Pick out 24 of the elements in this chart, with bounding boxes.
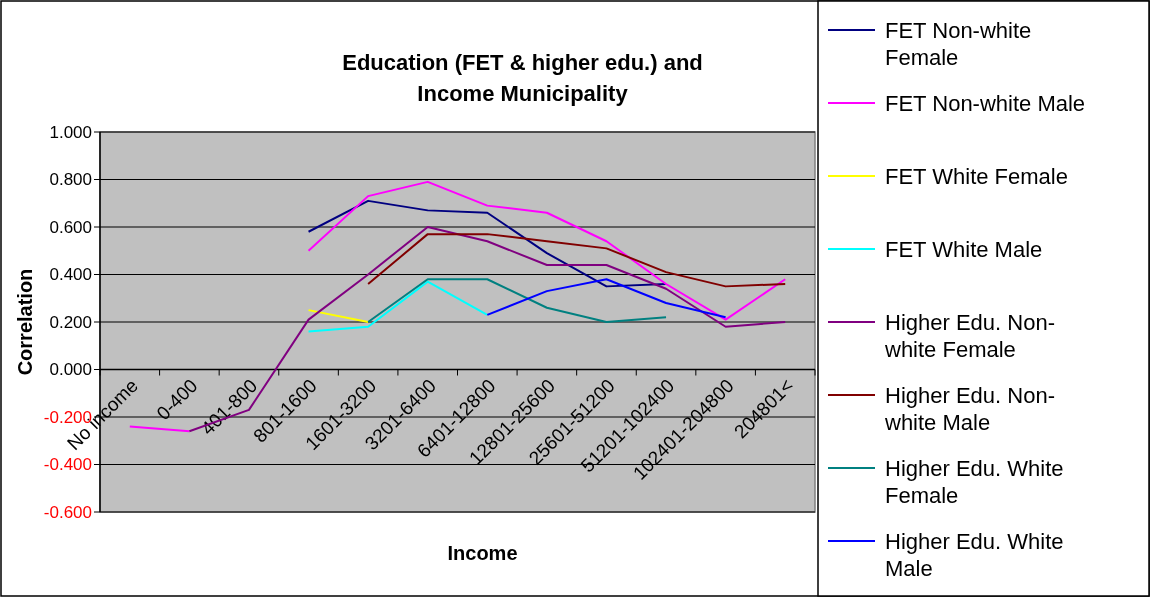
line-series [307,199,668,288]
legend-label: Higher Edu. Non-white Female [884,309,1055,362]
y-tick-label: -0.400 [43,455,92,475]
y-tick-label: 0.800 [49,170,92,190]
y-tick-label: 1.000 [49,122,92,142]
line-series [307,280,489,333]
legend-label: Higher Edu. White Female [885,455,1064,508]
y-tick-label: -0.600 [43,502,92,522]
legend-label: FET White Female [885,163,1068,189]
y-tick-label: 0.000 [49,360,92,380]
legend-label: Higher Edu. White Male [885,528,1064,581]
legend-label: FET Non-white Female [885,17,1032,70]
legend-label: Higher Edu. Non-white Male [884,382,1055,435]
y-tick-label: 0.200 [49,312,92,332]
chart-title: Education (FET & higher edu.) and Income Municipality [342,50,703,106]
y-axis-title: Correlation [14,268,36,376]
y-tick-label: 0.400 [49,265,92,285]
line-series [367,233,787,288]
legend-label: FET Non-white Male [885,90,1086,116]
y-tick-label: 0.600 [49,217,92,237]
x-axis-title: Income [447,542,518,564]
line-series [367,278,668,323]
legend-label: FET White Male [885,236,1043,262]
line-series [486,278,727,319]
